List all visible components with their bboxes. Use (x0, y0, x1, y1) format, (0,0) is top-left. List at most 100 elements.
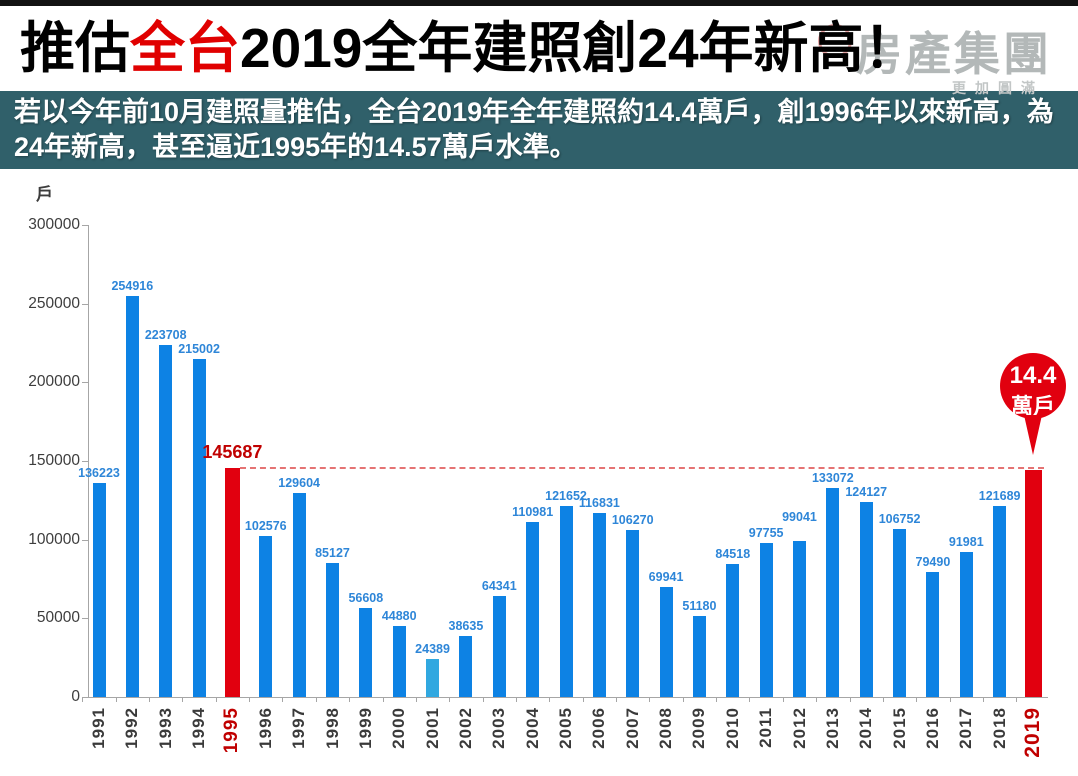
bar-2001 (426, 658, 440, 697)
bar-value-label: 223708 (144, 328, 187, 343)
x-tick-label-1997: 1997 (289, 707, 309, 749)
y-axis-unit-label: 戶 (36, 185, 53, 204)
bar-1992 (125, 295, 139, 697)
bar-1999 (359, 607, 373, 697)
callout-pointer (1024, 415, 1042, 455)
x-axis-tick (482, 697, 484, 702)
logo-watermark-tagline: 更加圓滿 (952, 80, 1044, 96)
subtitle-banner: 若以今年前10月建照量推估，全台2019年全年建照約14.4萬戶，創1996年以… (0, 91, 1078, 169)
page-title: 推估全台2019全年建照創24年新高！ (20, 6, 919, 91)
bar-2007 (626, 529, 640, 697)
y-axis-tick (82, 697, 88, 698)
x-axis-tick (282, 697, 284, 702)
bar-value-label: 99041 (782, 510, 817, 525)
callout-line1: 14.4 (1009, 362, 1057, 389)
bar-1997 (292, 493, 306, 697)
bar-value-label: 121689 (978, 488, 1021, 503)
x-axis-tick (882, 697, 884, 702)
y-axis-tick (82, 618, 88, 620)
x-tick-label-2014: 2014 (856, 707, 876, 749)
bar-value-label: 136223 (78, 465, 120, 480)
x-tick-label-2017: 2017 (956, 707, 976, 749)
bar-2003 (492, 595, 506, 697)
y-axis-tick (82, 539, 88, 541)
x-tick-label-2000: 2000 (389, 707, 409, 749)
bar-2009 (692, 616, 706, 697)
x-tick-label-2018: 2018 (989, 707, 1009, 749)
x-axis-tick (382, 697, 384, 702)
bar-value-label: 44880 (381, 609, 417, 624)
bar-value-label: 69941 (648, 569, 684, 584)
bar-value-label: 38635 (448, 619, 484, 634)
y-tick-label: 300000 (28, 216, 80, 233)
x-axis-tick (1016, 697, 1018, 702)
x-axis-tick (449, 697, 451, 702)
x-tick-label-2010: 2010 (722, 707, 742, 749)
bar-1998 (326, 563, 339, 697)
bar-2013 (826, 487, 840, 697)
bar-2018 (993, 505, 1007, 697)
y-axis-tick (82, 303, 88, 305)
x-axis-tick (582, 697, 584, 702)
x-axis-tick (916, 697, 918, 702)
bar-1996 (259, 535, 273, 697)
x-axis-tick (782, 697, 784, 702)
bar-2011 (759, 543, 773, 697)
x-axis-line (88, 697, 1048, 698)
x-axis-tick (82, 697, 84, 702)
x-axis-tick (682, 697, 684, 702)
x-axis-tick (816, 697, 818, 702)
x-tick-label-2009: 2009 (689, 707, 709, 749)
bar-2012 (793, 541, 806, 697)
bar-value-label: 85127 (315, 546, 350, 561)
bar-value-label: 121652 (545, 488, 587, 503)
x-tick-label-2003: 2003 (489, 707, 509, 749)
x-tick-label-1995: 1995 (221, 707, 243, 754)
bar-2017 (959, 552, 973, 697)
x-tick-label-1991: 1991 (89, 707, 108, 749)
bar-value-label: 124127 (845, 484, 888, 499)
subtitle-text: 若以今年前10月建照量推估，全台2019年全年建照約14.4萬戶，創1996年以… (14, 97, 1054, 162)
x-tick-label-2004: 2004 (522, 707, 542, 749)
bar-value-label: 51180 (682, 599, 717, 614)
x-axis-tick (849, 697, 851, 702)
x-axis-tick (415, 697, 417, 702)
bar-value-label: 129604 (278, 476, 320, 491)
x-axis-tick (982, 697, 984, 702)
bar-value-label: 84518 (715, 547, 751, 562)
x-axis-tick (315, 697, 317, 702)
x-axis-tick (349, 697, 351, 702)
bar-value-label: 133072 (811, 470, 854, 485)
bar-2004 (526, 522, 540, 697)
y-axis-tick (82, 382, 88, 384)
callout-line2: 萬戶 (1010, 394, 1055, 419)
x-axis-tick (115, 697, 117, 702)
bar-2015 (893, 529, 907, 697)
bar-value-label: 24389 (415, 641, 450, 656)
x-axis-tick (249, 697, 251, 702)
x-axis-tick (716, 697, 718, 702)
bar-2016 (926, 571, 940, 697)
bar-1991 (92, 482, 106, 697)
x-tick-label-1998: 1998 (322, 707, 342, 749)
x-tick-label-2007: 2007 (622, 707, 642, 749)
callout-balloon: 14.4 萬戶 (1000, 353, 1066, 419)
x-axis-tick (182, 697, 184, 702)
bar-value-label: 106270 (611, 512, 654, 527)
header: 房產集團 更加圓滿 推估全台2019全年建照創24年新高！ (0, 6, 1078, 96)
x-tick-label-2012: 2012 (789, 707, 809, 749)
y-tick-label: 100000 (28, 530, 80, 548)
bar-2010 (726, 564, 740, 697)
x-axis-tick (149, 697, 151, 702)
x-tick-label-1993: 1993 (155, 707, 175, 749)
bar-2019 (1024, 470, 1042, 697)
x-axis-tick (949, 697, 951, 702)
x-tick-label-1994: 1994 (189, 707, 209, 749)
top-border-strip (0, 0, 1078, 6)
bar-chart: 戶 0 50000 100000 150000 200000 250000 300000 136… (0, 170, 1078, 776)
bar-value-label: 97755 (748, 526, 784, 541)
y-tick-label: 200000 (28, 373, 80, 391)
bar-2002 (459, 636, 473, 697)
x-tick-label-2011: 2011 (756, 707, 776, 748)
bar-value-label: 91981 (948, 535, 984, 550)
